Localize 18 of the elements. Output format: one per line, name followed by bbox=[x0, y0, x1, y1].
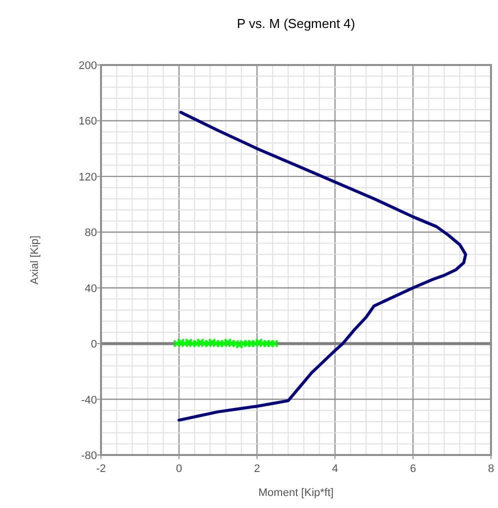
x-tick-label: 4 bbox=[332, 463, 338, 475]
x-axis-title: Moment [Kip*ft] bbox=[258, 487, 334, 499]
y-axis-title: Axial [Kip] bbox=[29, 236, 41, 284]
x-tick-label: 2 bbox=[254, 463, 260, 475]
line-series bbox=[178, 110, 468, 422]
y-tick-label: 200 bbox=[78, 60, 97, 72]
y-tick-label: 0 bbox=[90, 338, 97, 351]
x-tick-label: 0 bbox=[176, 463, 182, 475]
chart-title: P vs. M (Segment 4) bbox=[236, 16, 356, 31]
y-tick-label: -40 bbox=[81, 394, 97, 406]
x-tick-label: 8 bbox=[488, 463, 494, 475]
y-tick-label: 120 bbox=[78, 171, 97, 184]
y-tick-label: 160 bbox=[78, 116, 97, 128]
y-tick-label: -80 bbox=[81, 450, 97, 462]
x-tick-label: -2 bbox=[96, 463, 106, 475]
x-tick-label: 6 bbox=[410, 463, 416, 475]
y-tick-label: 80 bbox=[84, 227, 97, 240]
y-tick-label: 40 bbox=[84, 282, 97, 295]
